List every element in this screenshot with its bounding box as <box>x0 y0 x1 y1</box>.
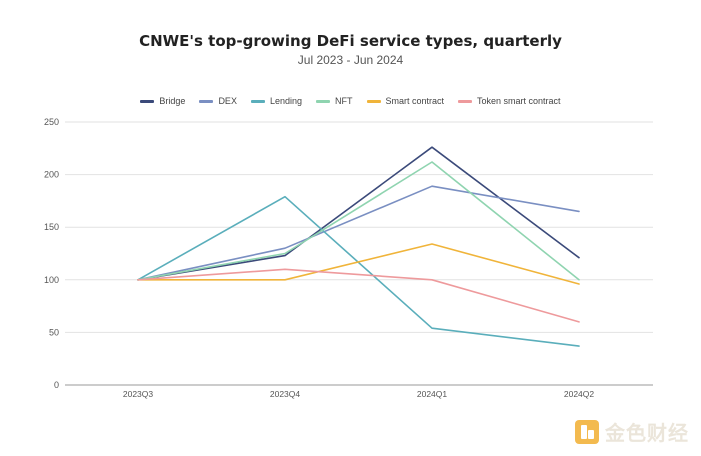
y-tick-label: 200 <box>44 170 59 180</box>
legend-item: Lending <box>250 96 302 106</box>
legend-label: Token smart contract <box>477 96 561 106</box>
legend-label: Lending <box>269 96 302 106</box>
y-tick-label: 100 <box>44 275 59 285</box>
chart-legend: Bridge DEX Lending NFT Smart contract Token s… <box>0 96 701 106</box>
y-tick-label: 250 <box>44 117 59 127</box>
y-tick-label: 150 <box>44 222 59 232</box>
y-tick-label: 50 <box>49 327 59 337</box>
legend-swatch <box>199 99 214 103</box>
legend-swatch <box>250 99 265 103</box>
x-tick-label: 2023Q4 <box>270 389 301 399</box>
legend-swatch <box>140 99 155 103</box>
legend-swatch <box>458 99 473 103</box>
watermark-text: 金色财经 <box>605 421 689 445</box>
legend-swatch <box>316 99 330 103</box>
series-line-token-smart-contract <box>137 268 580 323</box>
x-tick-label: 2023Q3 <box>123 389 154 399</box>
x-tick-label: 2024Q1 <box>417 389 448 399</box>
legend-item: NFT <box>316 96 353 106</box>
x-tick-label: 2024Q2 <box>564 389 595 399</box>
legend-label: Smart contract <box>385 96 445 106</box>
series-line-bridge <box>137 146 580 281</box>
chart-title: CNWE's top-growing DeFi service types, q… <box>139 32 562 50</box>
legend-label: Bridge <box>159 96 186 106</box>
legend-item: Bridge <box>140 96 185 106</box>
series-line-lending <box>137 195 580 347</box>
series-line-dex <box>137 185 580 281</box>
legend-item: DEX <box>199 96 237 106</box>
golden-finance-logo-icon <box>575 419 599 444</box>
chart-subtitle: Jul 2023 - Jun 2024 <box>297 53 404 67</box>
legend-item: Token smart contract <box>458 96 561 106</box>
y-tick-label: 0 <box>54 380 59 390</box>
series-line-nft <box>137 161 580 281</box>
watermark: 金色财经 <box>575 417 689 446</box>
series-line-smart-contract <box>137 243 580 285</box>
legend-item: Smart contract <box>366 96 445 106</box>
legend-swatch <box>366 99 381 103</box>
legend-label: NFT <box>335 96 353 106</box>
legend-label: DEX <box>218 96 237 106</box>
